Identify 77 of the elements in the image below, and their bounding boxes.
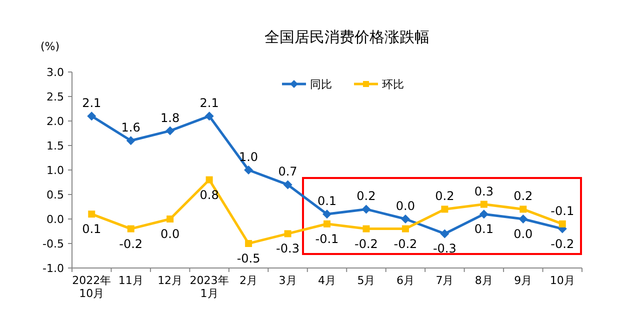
legend-label: 同比 <box>310 78 332 91</box>
point <box>400 214 410 224</box>
data-label: 2.1 <box>200 96 219 110</box>
data-label: 0.1 <box>82 222 102 236</box>
x-tick-label: 10月 <box>550 274 575 287</box>
point <box>362 204 371 214</box>
point <box>479 210 488 219</box>
data-label: 0.2 <box>356 189 376 204</box>
data-label: -0.2 <box>550 236 574 251</box>
data-label: -0.2 <box>354 236 378 251</box>
y-axis-title: (%) <box>40 40 60 53</box>
y-tick-label: 3.0 <box>46 66 64 79</box>
point <box>206 176 213 184</box>
data-label: 0.3 <box>474 184 494 198</box>
data-label: 0.8 <box>200 188 219 202</box>
point <box>284 230 292 238</box>
data-label: 2.1 <box>82 96 102 110</box>
data-label: 1.8 <box>160 110 180 125</box>
data-label: 1.6 <box>121 120 140 135</box>
point <box>324 220 330 228</box>
point <box>166 126 175 136</box>
point <box>245 240 252 247</box>
data-label: 0.2 <box>514 189 533 204</box>
point <box>166 216 174 222</box>
x-tick-label: 8月 <box>474 274 493 287</box>
x-tick-label: 4月 <box>318 274 336 287</box>
data-label: -0.3 <box>432 242 456 256</box>
y-tick-label: 1.0 <box>46 164 64 177</box>
legend-label: 环比 <box>382 78 404 91</box>
y-tick-label: -0.5 <box>42 238 64 250</box>
data-label: -0.5 <box>236 252 260 266</box>
chart-title: 全国居民消费价格涨跌幅 <box>264 28 430 46</box>
point <box>322 210 332 219</box>
data-label: -0.3 <box>276 242 300 256</box>
point <box>558 220 566 228</box>
data-label: 0.0 <box>396 199 416 213</box>
point <box>283 180 292 190</box>
point <box>127 225 134 232</box>
x-tick-label: 6月 <box>396 274 414 287</box>
y-tick-label: 0.5 <box>46 188 64 202</box>
data-label: 0.7 <box>278 164 298 179</box>
x-tick-label: 2023年 1月 <box>190 274 229 300</box>
data-label: 0.0 <box>160 227 180 241</box>
data-label: -0.2 <box>119 236 143 251</box>
point <box>440 229 450 238</box>
x-tick-label: 7月 <box>436 274 454 287</box>
x-tick-label: 3月 <box>278 274 297 287</box>
x-tick-label: 5月 <box>357 274 376 287</box>
data-label: 0.1 <box>317 194 337 208</box>
data-label: 0.2 <box>435 189 454 204</box>
x-tick-label: 9月 <box>514 274 532 287</box>
x-tick-label: 11月 <box>118 274 144 287</box>
data-label: 0.1 <box>474 222 494 236</box>
point <box>87 112 96 121</box>
data-label: 1.0 <box>238 150 258 164</box>
point <box>362 225 370 232</box>
point <box>402 225 409 232</box>
x-tick-label: 2月 <box>240 274 258 287</box>
data-label: -0.1 <box>550 204 574 218</box>
y-tick-label: 0.0 <box>46 213 64 226</box>
point <box>518 214 528 224</box>
data-label: -0.2 <box>394 236 418 251</box>
point <box>520 206 527 213</box>
x-tick-label: 12月 <box>158 274 183 287</box>
point <box>88 210 96 218</box>
point <box>441 206 448 213</box>
data-label: -0.1 <box>315 232 339 246</box>
y-tick-label: 1.5 <box>46 140 64 152</box>
y-tick-label: 2.0 <box>46 115 64 128</box>
point <box>204 112 214 121</box>
point <box>126 136 136 146</box>
y-tick-label: 2.5 <box>46 90 64 104</box>
data-label: 0.0 <box>514 227 533 241</box>
y-tick-label: -1.0 <box>42 262 64 275</box>
x-tick-label: 2022年 10月 <box>72 274 112 300</box>
point <box>244 166 254 174</box>
point <box>480 200 488 208</box>
